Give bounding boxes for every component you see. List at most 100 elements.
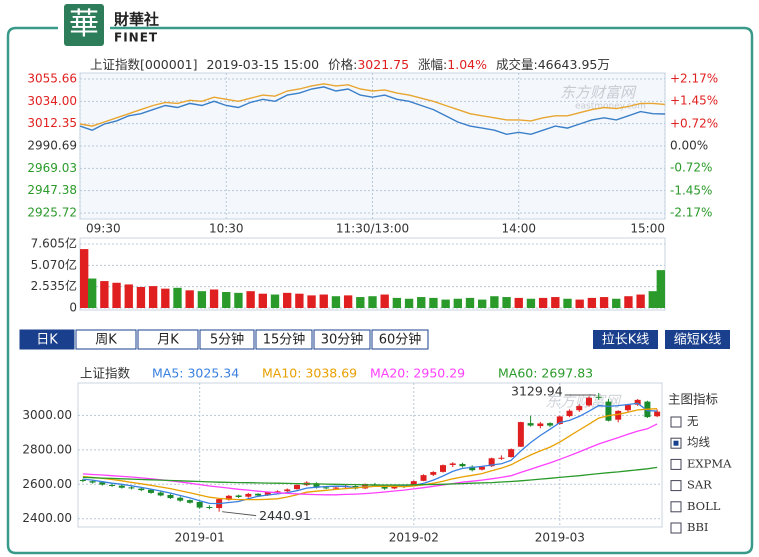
legend-entry: MA5: 3025.34 (152, 366, 239, 381)
y-tick-label: 2400.00 (22, 511, 72, 525)
volume-bar (136, 286, 146, 308)
tab-label[interactable]: 5分钟 (210, 332, 244, 348)
tab[interactable] (313, 329, 371, 350)
candle-body (177, 497, 184, 501)
y2-tick-label: +0.72% (670, 116, 718, 130)
volume-bar (478, 299, 487, 308)
volume-bar (234, 292, 243, 308)
tab-label[interactable]: 月K (157, 333, 179, 348)
y-tick-label: 2600.00 (22, 477, 72, 491)
x-tick-label: 14:00 (501, 222, 536, 236)
x-tick-label: 09:30 (86, 222, 121, 236)
volume-bar (246, 291, 255, 308)
checkbox-mark (673, 440, 679, 446)
indicator-option[interactable]: 无 (687, 414, 699, 428)
legend-entry: 上证指数 (80, 366, 131, 381)
volume-bar (563, 298, 572, 308)
watermark: eastmoney.com (575, 102, 646, 112)
volume-bar (258, 293, 267, 308)
candle-body (225, 495, 232, 500)
checkbox[interactable] (670, 522, 682, 534)
tab[interactable] (75, 329, 137, 350)
x-tick-label: 2019-01 (175, 531, 225, 545)
high-annotation: 3129.94 (511, 384, 563, 399)
volume-bar (648, 291, 657, 308)
annotation-arrow (222, 511, 257, 517)
candle-body (148, 489, 154, 493)
tab[interactable] (255, 329, 313, 350)
y-tick-label: 2925.72 (27, 206, 77, 220)
volume-bar (88, 278, 97, 308)
candle-body (556, 416, 563, 424)
volume-bar (295, 293, 304, 308)
y-tick-label: 2947.38 (27, 183, 77, 197)
candle-body (138, 488, 145, 491)
volume-bar (100, 281, 109, 308)
candle-body (332, 487, 339, 489)
volume-bar (429, 297, 438, 308)
volume-bar (490, 296, 499, 308)
candle-body (157, 492, 164, 496)
ma-line (82, 408, 658, 501)
info-line: 上证指数[000001] 2019-03-15 15:00 价格:3021.75 涨幅… (90, 57, 610, 72)
price-line (79, 83, 666, 127)
volume-bar (343, 295, 353, 308)
button[interactable] (593, 330, 658, 349)
candle-body (294, 484, 300, 490)
candle-body (498, 457, 505, 459)
tab[interactable] (199, 329, 255, 350)
y-tick-label: 3055.66 (27, 72, 77, 86)
tab-label[interactable]: 周K (95, 333, 117, 348)
checkbox[interactable] (670, 480, 682, 492)
info-price-label: 价格: (328, 57, 357, 72)
volume-bar (356, 297, 365, 308)
candle-body (634, 399, 641, 405)
tab-label[interactable]: 60分钟 (379, 332, 422, 348)
indicator-option[interactable]: BBI (687, 520, 708, 534)
volume-bar (417, 297, 426, 308)
y2-tick-label: +1.45% (670, 94, 718, 108)
candle-body (566, 410, 573, 417)
checkbox[interactable] (670, 458, 682, 470)
plot-area (77, 382, 663, 528)
candle-body (274, 491, 281, 493)
indicator-option[interactable]: 均线 (687, 435, 710, 449)
indicator-option[interactable]: EXPMA (687, 456, 732, 470)
tab-label[interactable]: 15分钟 (263, 332, 306, 348)
tab-label[interactable]: 日K (36, 333, 58, 348)
button-label[interactable]: 缩短K线 (674, 332, 722, 348)
candle-body (537, 423, 544, 427)
volume-bar (161, 288, 170, 308)
legend-entry: MA60: 2697.83 (498, 366, 593, 381)
info-price: 3021.75 (357, 57, 409, 72)
candle-body (109, 484, 116, 487)
button-label[interactable]: 拉长K线 (602, 333, 650, 348)
x-tick-label: 2019-03 (535, 531, 585, 545)
tab[interactable] (19, 329, 75, 350)
volume-bar (624, 296, 633, 308)
checkbox[interactable] (670, 501, 682, 513)
volume-bar (465, 297, 475, 308)
checkbox[interactable] (670, 416, 682, 428)
candle-body (323, 487, 330, 489)
ma-line (82, 423, 658, 496)
volume-tick-label: 7.605亿 (31, 236, 77, 251)
legend-entry: MA10: 3038.69 (262, 366, 357, 381)
volume-bar (173, 287, 182, 308)
logo-name: 財華社 (113, 11, 159, 29)
tab-label[interactable]: 30分钟 (321, 332, 364, 348)
candle-body (313, 483, 320, 488)
candle-body (255, 493, 262, 496)
tab[interactable] (371, 329, 429, 350)
candle-body (459, 463, 466, 467)
volume-bar (587, 297, 597, 308)
candle-body (89, 481, 96, 483)
volume-tick-label: 2.535亿 (31, 278, 77, 293)
logo-badge (64, 4, 104, 46)
logo-sub: FINET (114, 31, 158, 45)
indicator-option[interactable]: SAR (687, 478, 712, 492)
indicator-option[interactable]: BOLL (687, 499, 721, 513)
button[interactable] (665, 330, 730, 349)
x-tick-label: 10:30 (209, 222, 244, 236)
tab[interactable] (137, 329, 199, 350)
